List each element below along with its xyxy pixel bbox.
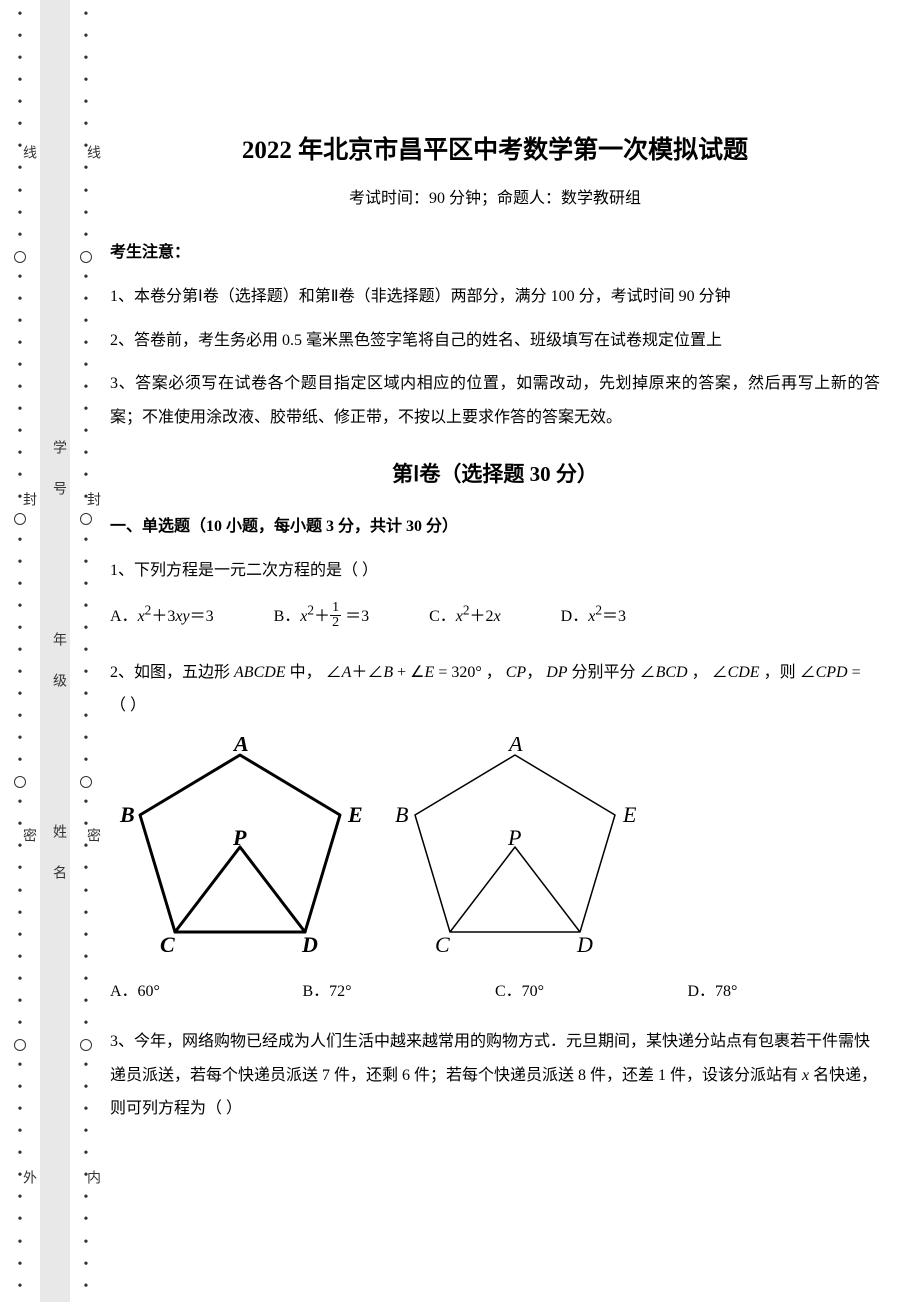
q2-text-e: ，则 ∠ [760, 664, 816, 681]
exam-title: 2022 年北京市昌平区中考数学第一次模拟试题 [110, 130, 880, 166]
q2-comma1: ， [526, 664, 546, 681]
pent-l-label-C: C [160, 932, 175, 957]
binding-outer-dots: ••••••••••••••••••••••••••••••••••••••••… [14, 8, 26, 1294]
q1-option-c: C．x2＋2x [429, 602, 501, 632]
q1c-sup: 2 [463, 603, 470, 618]
q2-abcde: ABCDE [234, 664, 286, 681]
binding-outer-label-3: 密 [18, 828, 38, 844]
q1b-frac-den: 2 [330, 616, 341, 630]
binding-middle-label-3: 姓 名 [48, 824, 68, 885]
q1b-frac-num: 1 [330, 601, 341, 616]
q2-eq: = 320° ， [434, 664, 505, 681]
question-1-stem: 1、下列方程是一元二次方程的是（ ） [110, 554, 880, 588]
q1b-fraction: 12 [330, 601, 341, 630]
q1c-label: C． [429, 608, 456, 625]
binding-outer-label-1: 线 [18, 145, 38, 161]
binding-outer-label-4: 外 [18, 1170, 38, 1186]
q2-plus1: ＋∠ [351, 664, 383, 681]
q2-text-c: 分别平分 ∠ [568, 664, 656, 681]
pent-l-label-P: P [232, 825, 247, 850]
q1c-x: x [456, 608, 463, 625]
q2-DP: DP [546, 664, 567, 681]
q2-option-b: B．72° [303, 977, 496, 1001]
binding-inner-label-2: 封 [82, 492, 102, 508]
q1b-label: B． [274, 608, 301, 625]
pent-r-label-P: P [507, 825, 521, 850]
q2-text-a: 2、如图，五边形 [110, 664, 234, 681]
q1a-tail: ＝3 [190, 608, 214, 625]
pentagon-figure-right: A B C D E P [385, 737, 650, 957]
q1-option-d: D．x2＝3 [561, 602, 626, 632]
binding-middle-label-2: 年 级 [48, 632, 68, 693]
q1d-tail: ＝3 [602, 608, 626, 625]
q1c-x2: x [494, 608, 501, 625]
q2-plus2: + ∠ [393, 664, 424, 681]
notice-heading: 考生注意： [110, 238, 880, 262]
q1a-xy: xy [175, 608, 189, 625]
q2-option-d: D．78° [688, 977, 881, 1001]
q2-CDE: CDE [728, 664, 760, 681]
pent-r-label-A: A [507, 737, 523, 756]
q2-BCD: BCD [656, 664, 688, 681]
exam-subtitle: 考试时间：90 分钟；命题人：数学教研组 [110, 184, 880, 208]
q1b-plus: ＋ [314, 608, 330, 625]
notice-item-1: 1、本卷分第Ⅰ卷（选择题）和第Ⅱ卷（非选择题）两部分，满分 100 分，考试时间… [110, 280, 880, 314]
pent-r-label-B: B [395, 802, 408, 827]
binding-inner-label-1: 线 [82, 145, 102, 161]
q1-option-b: B．x2＋12 ＝3 [274, 602, 370, 632]
q1a-label: A． [110, 608, 138, 625]
q2-text-b: 中， ∠ [286, 664, 342, 681]
question-2-stem: 2、如图，五边形 ABCDE 中， ∠A＋∠B + ∠E = 320° ， CP… [110, 656, 880, 723]
q2-option-c: C．70° [495, 977, 688, 1001]
question-2-options: A．60° B．72° C．70° D．78° [110, 977, 880, 1001]
pent-r-label-E: E [622, 802, 637, 827]
q3-text-a: 3、今年，网络购物已经成为人们生活中越来越常用的购物方式．元旦期间，某快递分站点… [110, 1033, 870, 1084]
binding-inner-dots: ••••••••••••••••••••••••••••••••••••••••… [80, 8, 92, 1294]
pentagon-figure-left: A B C D E P [110, 737, 375, 957]
binding-outer-label-2: 封 [18, 492, 38, 508]
q2-E: E [425, 664, 435, 681]
q2-A: A [342, 664, 352, 681]
q1d-label: D． [561, 608, 589, 625]
q1d-sup: 2 [595, 603, 602, 618]
pent-l-label-D: D [301, 932, 318, 957]
page-content: 2022 年北京市昌平区中考数学第一次模拟试题 考试时间：90 分钟；命题人：数… [110, 0, 900, 1160]
q2-text-d: ， ∠ [688, 664, 728, 681]
pent-l-label-A: A [232, 737, 249, 756]
notice-item-2: 2、答卷前，考生务必用 0.5 毫米黑色签字笔将自己的姓名、班级填写在试卷规定位… [110, 324, 880, 358]
binding-inner-label-4: 内 [82, 1170, 102, 1186]
question-1-options: A．x2＋3xy＝3 B．x2＋12 ＝3 C．x2＋2x D．x2＝3 [110, 602, 880, 632]
section-1-header: 第Ⅰ卷（选择题 30 分） [110, 458, 880, 488]
q2-CPD: CPD [816, 664, 848, 681]
question-2-figures: A B C D E P A B C D E P [110, 737, 880, 957]
pent-r-label-C: C [435, 932, 450, 957]
binding-inner-label-3: 密 [82, 828, 102, 844]
q1b-tail: ＝3 [341, 608, 369, 625]
q1c-tail: ＋2 [470, 608, 494, 625]
q2-CP: CP [506, 664, 526, 681]
pent-r-label-D: D [576, 932, 593, 957]
notice-item-3: 3、答案必须写在试卷各个题目指定区域内相应的位置，如需改动，先划掉原来的答案，然… [110, 367, 880, 434]
q1a-mid: ＋3 [151, 608, 175, 625]
binding-middle-label-1: 学 号 [48, 440, 68, 501]
pent-l-label-B: B [119, 802, 135, 827]
q1-option-a: A．x2＋3xy＝3 [110, 602, 214, 632]
q2-option-a: A．60° [110, 977, 303, 1001]
pent-l-label-E: E [347, 802, 363, 827]
q1a-x: x [138, 608, 145, 625]
question-3-stem: 3、今年，网络购物已经成为人们生活中越来越常用的购物方式．元旦期间，某快递分站点… [110, 1025, 880, 1126]
q2-B: B [383, 664, 393, 681]
question-group-heading: 一、单选题（10 小题，每小题 3 分，共计 30 分） [110, 512, 880, 536]
